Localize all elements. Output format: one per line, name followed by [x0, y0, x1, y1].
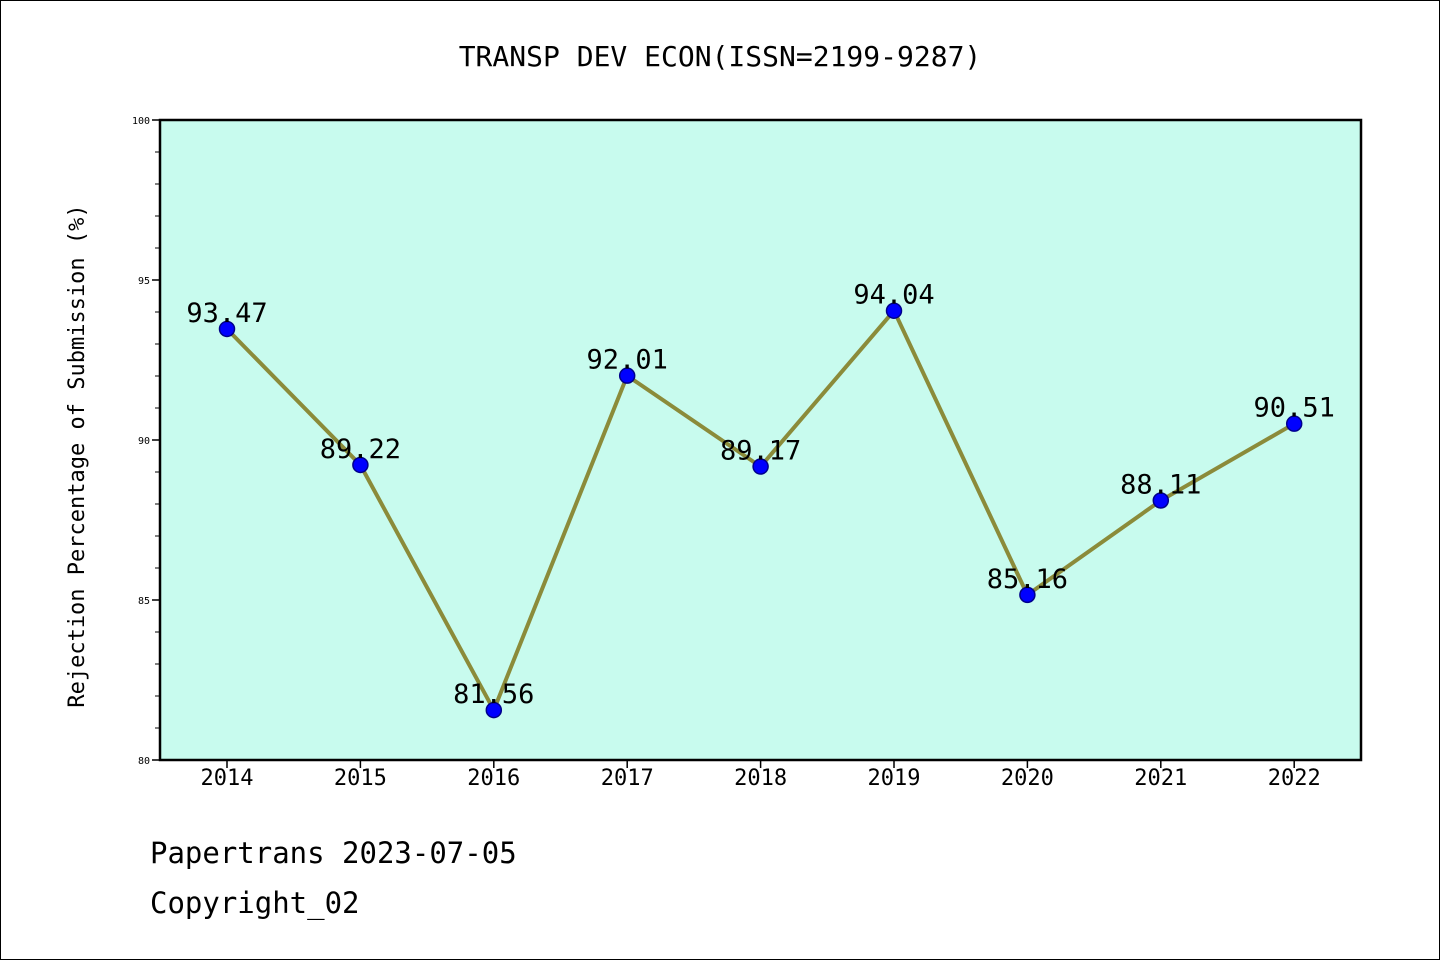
- data-point-2022: [1285, 415, 1303, 432]
- data-point-2015: [352, 456, 369, 474]
- data-label-2018: 89.17: [720, 436, 801, 467]
- data-point-2020: [1019, 586, 1036, 604]
- data-point-2018: [752, 458, 769, 475]
- data-label-2017: 92.01: [587, 345, 668, 376]
- y-tick-label: 80: [138, 756, 150, 767]
- x-tick-label: 2018: [734, 766, 787, 791]
- data-labels: 93.47 89.22 81.56 92.01 89.17 94.04 85.16 88.11…: [186, 280, 1334, 710]
- y-tick-label: 90: [138, 436, 150, 447]
- x-tick-label: 2017: [601, 766, 654, 791]
- data-point-2017: [618, 367, 636, 384]
- data-point-2019: [885, 302, 903, 319]
- x-tick-label: 2021: [1134, 766, 1187, 791]
- data-label-2022: 90.51: [1254, 393, 1335, 424]
- chart-title: TRANSP DEV ECON(ISSN=2199-9287): [459, 40, 982, 73]
- data-label-2014: 93.47: [186, 298, 267, 329]
- series-markers: [218, 302, 1303, 719]
- x-tick-label: 2016: [467, 766, 520, 791]
- y-tick-label: 100: [132, 116, 150, 127]
- y-tick-label: 85: [138, 596, 150, 607]
- x-tick-label: 2020: [1001, 766, 1054, 791]
- data-label-2019: 94.04: [853, 280, 934, 311]
- data-point-2016: [485, 701, 503, 719]
- x-tick-label: 2014: [201, 766, 254, 791]
- y-axis: 80 85 90 95 100: [132, 116, 160, 767]
- data-label-2020: 85.16: [987, 564, 1068, 595]
- x-tick-label: 2019: [868, 766, 921, 791]
- y-axis-label: Rejection Percentage of Submission (%): [65, 204, 90, 707]
- y-tick-label: 95: [138, 276, 150, 287]
- x-tick-label: 2015: [334, 766, 387, 791]
- data-label-2021: 88.11: [1120, 469, 1201, 500]
- source-note: Papertrans 2023-07-05: [150, 836, 517, 870]
- plot-border: [158, 118, 1363, 762]
- data-point-2021: [1152, 492, 1170, 509]
- data-label-2015: 89.22: [320, 434, 401, 465]
- copyright-note: Copyright_02: [150, 886, 360, 920]
- data-point-2014: [218, 320, 236, 338]
- plot-area: [160, 120, 1361, 760]
- x-axis: 2014 2015 2016 2017 2018 2019 2020 2021 2022: [201, 760, 1321, 791]
- data-label-2016: 81.56: [453, 679, 534, 710]
- x-tick-label: 2022: [1268, 766, 1321, 791]
